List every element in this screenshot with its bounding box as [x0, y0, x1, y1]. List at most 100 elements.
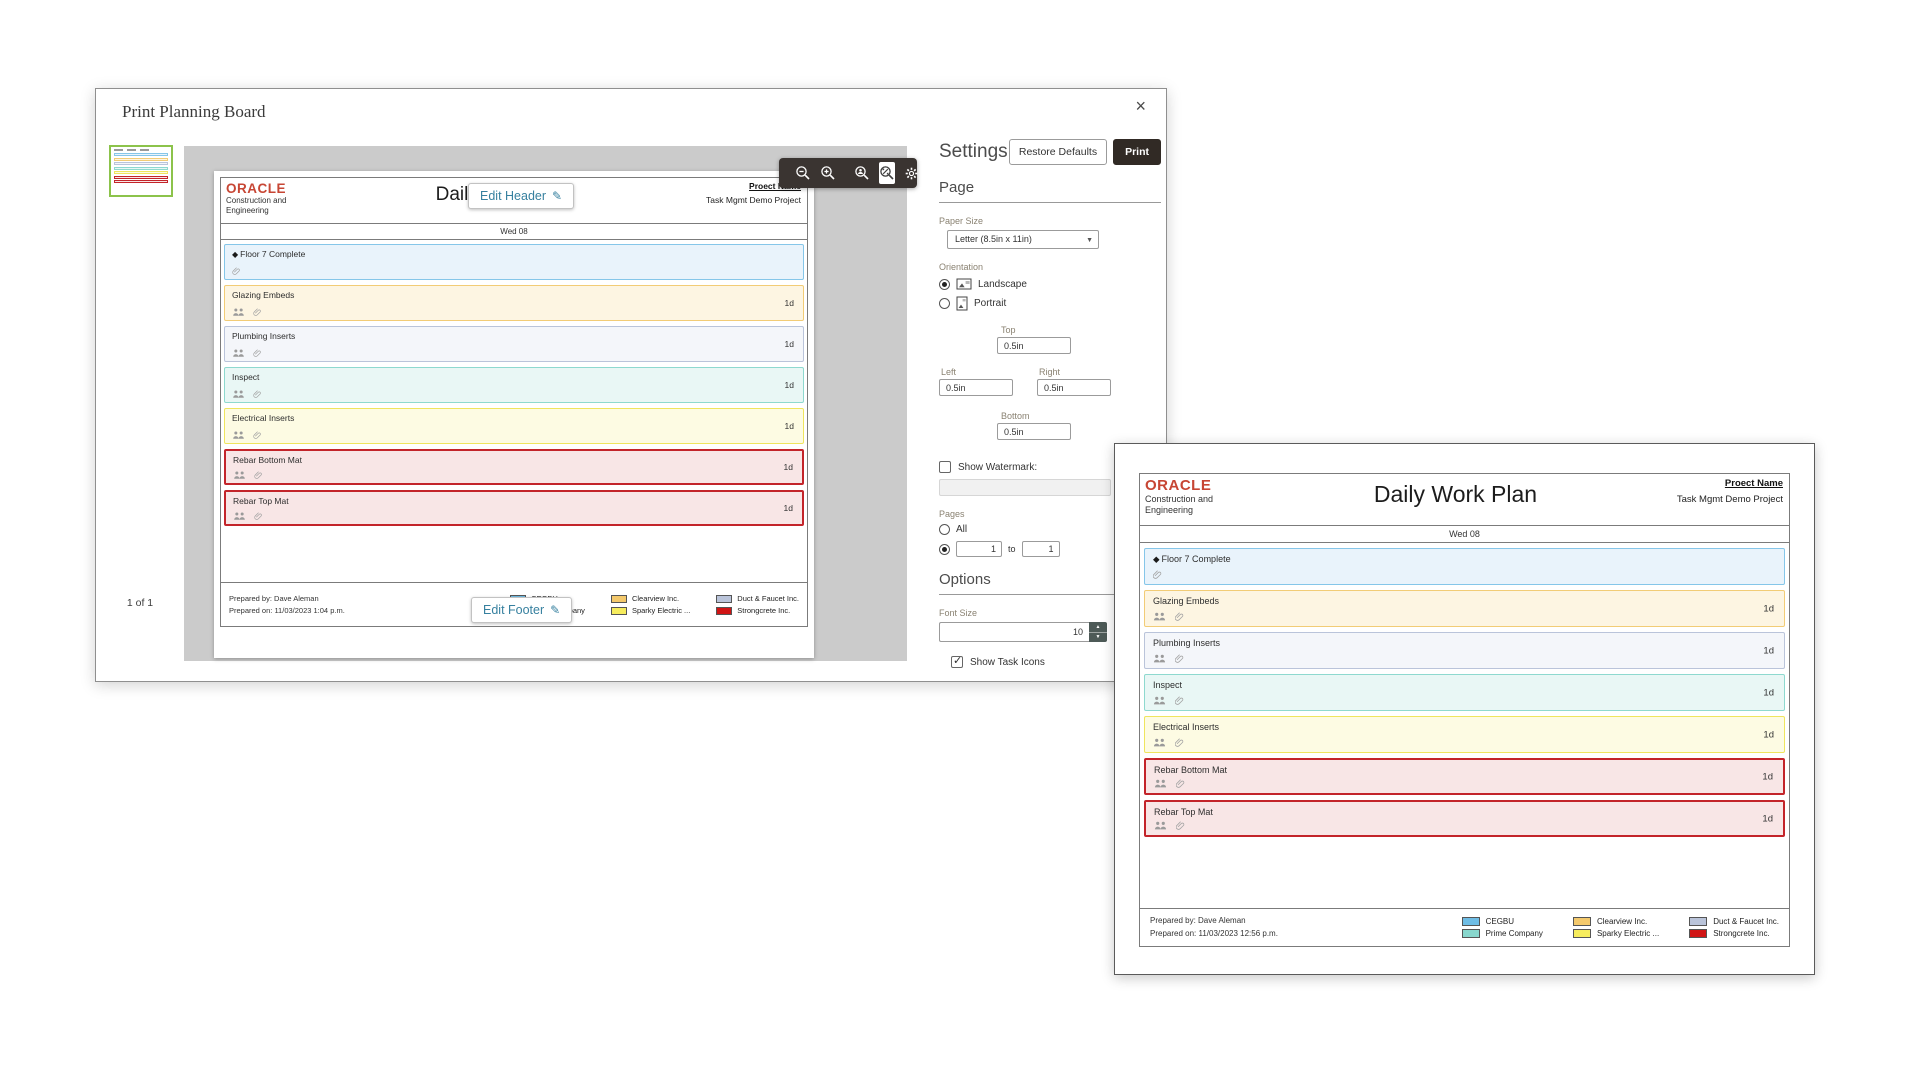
attachment-icon	[253, 349, 262, 357]
print-settings-gear-icon[interactable]	[904, 165, 919, 182]
margin-left-label: Left	[941, 367, 957, 377]
fit-to-window-icon[interactable]	[879, 162, 895, 184]
task-list: ◆ Floor 7 Complete Glazing Embeds 1d Plumbin…	[1140, 543, 1789, 837]
margin-right-input[interactable]	[1037, 379, 1111, 396]
task-icons	[1153, 654, 1184, 663]
legend-item: Duct & Faucet Inc.	[1689, 917, 1779, 926]
portrait-option[interactable]: Portrait	[939, 296, 1161, 311]
attachment-icon	[253, 390, 262, 398]
stepper-down-icon[interactable]: ▼	[1095, 634, 1101, 641]
pages-all-option[interactable]: All	[939, 524, 1161, 535]
crew-icon	[232, 349, 245, 357]
legend-label: Prime Company	[1485, 929, 1543, 938]
thumbnail-header-lines	[114, 149, 168, 151]
task-duration: 1d	[784, 421, 794, 431]
task-duration: 1d	[1762, 813, 1773, 824]
watermark-text-input[interactable]	[939, 479, 1111, 496]
orientation-label: Orientation	[939, 262, 984, 272]
legend-item: Strongcrete Inc.	[716, 606, 799, 615]
legend-item: Clearview Inc.	[1572, 917, 1659, 926]
print-preview-area: ORACLE Construction and Engineering Dail…	[184, 146, 907, 661]
task-row: Glazing Embeds 1d	[224, 285, 804, 321]
show-task-icons-checkbox[interactable]: ✓	[951, 655, 963, 668]
attachment-icon	[1176, 821, 1185, 830]
font-size-stepper: ▲ ▼	[1089, 622, 1107, 642]
restore-defaults-button[interactable]: Restore Defaults	[1008, 139, 1108, 165]
legend-label: Strongcrete Inc.	[737, 606, 791, 615]
edit-header-button[interactable]: Edit Header ✎	[468, 183, 575, 209]
task-name: Glazing Embeds	[1153, 596, 1220, 606]
task-name: Glazing Embeds	[232, 290, 295, 300]
pages-range-option[interactable]: to	[939, 541, 1161, 557]
actual-size-icon[interactable]	[854, 165, 870, 182]
legend-swatch	[610, 594, 627, 603]
task-name: ◆ Floor 7 Complete	[232, 249, 306, 259]
paper-size-select[interactable]: Letter (8.5in x 11in) ▼	[947, 230, 1099, 249]
pages-all-radio[interactable]	[939, 524, 950, 535]
daily-work-plan-window: ORACLE Construction and Engineering Dail…	[1114, 443, 1815, 975]
edit-footer-button[interactable]: Edit Footer ✎	[471, 597, 573, 623]
attachment-icon	[254, 512, 263, 520]
page-from-input[interactable]	[956, 541, 1002, 557]
task-duration: 1d	[783, 503, 793, 513]
task-icons	[232, 431, 262, 439]
project-name: Task Mgmt Demo Project	[1676, 494, 1783, 505]
task-icons	[232, 390, 262, 398]
task-name: Inspect	[232, 372, 260, 382]
font-size-field: ▲ ▼	[939, 622, 1161, 642]
show-watermark-checkbox[interactable]	[939, 461, 951, 473]
document-header: ORACLE Construction and Engineering Dail…	[1140, 474, 1789, 526]
edit-footer-label: Edit Footer	[483, 603, 545, 617]
legend-label: Strongcrete Inc.	[1713, 929, 1770, 938]
landscape-option[interactable]: Landscape	[939, 278, 1161, 290]
landscape-radio[interactable]	[939, 278, 950, 290]
document-title: Daily Work Plan	[1373, 481, 1538, 507]
zoom-in-icon[interactable]	[820, 165, 836, 182]
margin-top-input[interactable]	[997, 337, 1071, 354]
prepared-block: Prepared by: Dave Aleman Prepared on: 11…	[1150, 915, 1462, 941]
pages-range-radio[interactable]	[939, 543, 950, 555]
attachment-icon	[254, 471, 263, 479]
task-icons	[233, 471, 263, 479]
project-label: Proect Name	[749, 181, 801, 191]
show-watermark-option[interactable]: Show Watermark:	[939, 461, 1161, 473]
margin-bottom-input[interactable]	[997, 423, 1071, 440]
document-date: Wed 08	[221, 224, 807, 240]
settings-title: Settings	[939, 141, 1008, 162]
preview-zoom-toolbar	[779, 158, 919, 188]
task-duration: 1d	[783, 462, 793, 472]
show-task-icons-label: Show Task Icons	[970, 656, 1045, 668]
task-name: Rebar Bottom Mat	[1154, 765, 1228, 775]
margin-left-input[interactable]	[939, 379, 1013, 396]
crew-icon	[1154, 779, 1167, 788]
page-thumbnail[interactable]	[109, 145, 173, 197]
task-name: Plumbing Inserts	[232, 331, 296, 341]
attachment-icon	[253, 431, 262, 439]
brand-block: ORACLE Construction and Engineering	[221, 178, 349, 223]
task-row: Electrical Inserts 1d	[224, 408, 804, 444]
font-size-input[interactable]	[939, 622, 1089, 642]
project-label: Proect Name	[1724, 478, 1783, 489]
legend-swatch	[1461, 929, 1480, 938]
portrait-radio[interactable]	[939, 298, 950, 309]
crew-icon	[1153, 612, 1166, 621]
company-legend: CEGBU Prime Company Clearview Inc. Sparky E…	[1461, 917, 1779, 938]
legend-swatch	[1461, 917, 1480, 926]
landscape-icon	[956, 278, 972, 290]
stepper-up-icon[interactable]: ▲	[1089, 622, 1107, 633]
task-row: Plumbing Inserts 1d	[224, 326, 804, 362]
task-duration: 1d	[1763, 603, 1774, 614]
close-icon[interactable]: ×	[1135, 96, 1146, 116]
landscape-label: Landscape	[978, 278, 1027, 290]
page-to-input[interactable]	[1021, 541, 1060, 557]
print-button[interactable]: Print	[1113, 139, 1161, 165]
document-title-wrap: Daily Work Plan	[1292, 474, 1619, 525]
show-task-icons-option[interactable]: ✓ Show Task Icons	[951, 655, 1161, 668]
legend-item: Sparky Electric ...	[1572, 929, 1659, 938]
task-row: Rebar Top Mat 1d	[224, 490, 804, 526]
task-name: Electrical Inserts	[232, 413, 295, 423]
thumbnail-stripe	[114, 153, 168, 156]
zoom-out-icon[interactable]	[795, 165, 811, 182]
legend-swatch	[1572, 929, 1591, 938]
project-block: Proect Name Task Mgmt Demo Project	[657, 178, 807, 223]
